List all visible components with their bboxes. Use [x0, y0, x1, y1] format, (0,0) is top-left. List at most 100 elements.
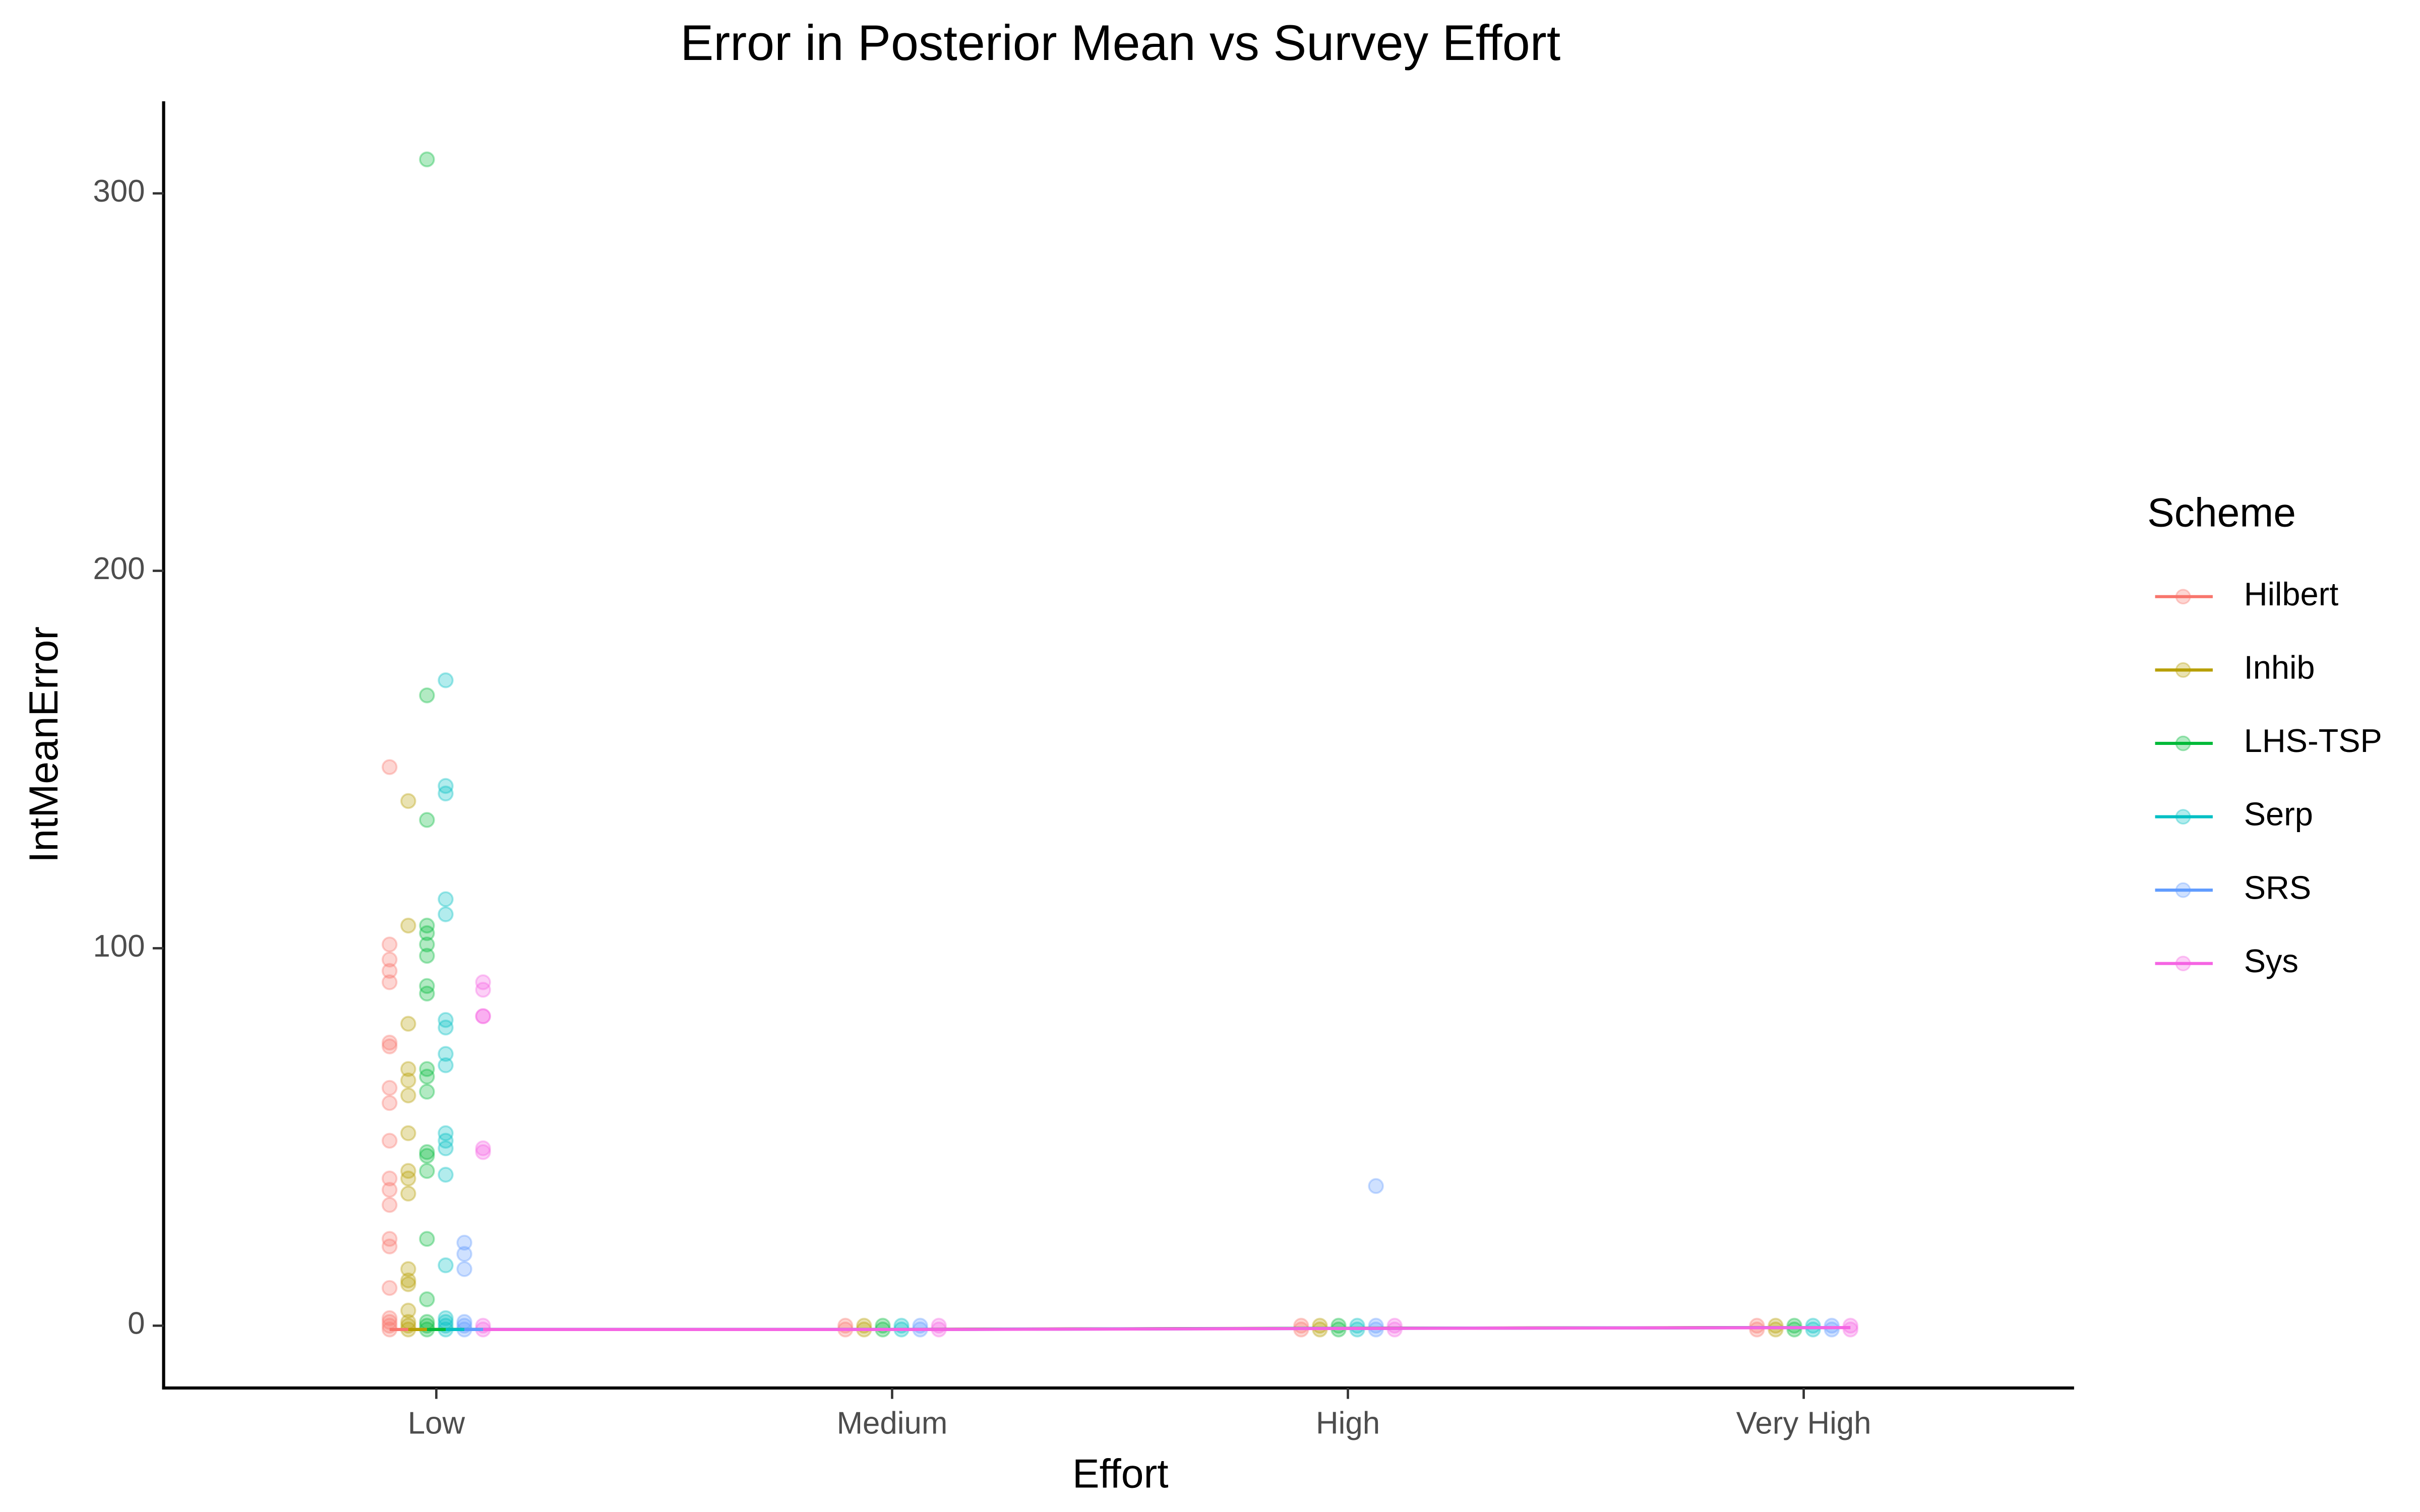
point	[438, 778, 454, 794]
point	[400, 1125, 416, 1142]
legend-label: LHS-TSP	[2244, 722, 2382, 759]
x-tick-label: Medium	[837, 1406, 948, 1440]
point	[381, 936, 398, 953]
point	[1786, 1321, 1802, 1338]
point	[438, 1310, 454, 1327]
point	[381, 1280, 398, 1296]
point	[419, 978, 435, 994]
point	[381, 963, 398, 979]
point	[419, 1231, 435, 1247]
x-axis-title: Effort	[1072, 1451, 1169, 1496]
point	[419, 1061, 435, 1077]
point	[400, 1185, 416, 1202]
point	[1842, 1321, 1859, 1338]
point	[400, 1302, 416, 1319]
point	[381, 974, 398, 990]
point	[400, 1170, 416, 1187]
legend-key-point	[2175, 956, 2191, 972]
point	[381, 1034, 398, 1051]
point	[381, 1231, 398, 1247]
point	[381, 1181, 398, 1198]
point	[400, 1016, 416, 1032]
point	[400, 1276, 416, 1292]
point	[419, 925, 435, 941]
point	[400, 1163, 416, 1179]
point	[400, 1272, 416, 1289]
point	[381, 1238, 398, 1254]
x-tick-label: High	[1316, 1406, 1380, 1440]
point	[400, 1087, 416, 1104]
point	[438, 672, 454, 688]
point	[400, 1072, 416, 1089]
point	[381, 1132, 398, 1149]
legend-label: Inhib	[2244, 649, 2315, 686]
point	[381, 1196, 398, 1213]
point	[438, 906, 454, 922]
point	[438, 891, 454, 907]
point	[438, 1257, 454, 1274]
point	[475, 974, 491, 990]
y-tick-label: 0	[128, 1306, 145, 1341]
point	[419, 1163, 435, 1179]
point	[475, 1008, 491, 1025]
legend-title: Scheme	[2147, 490, 2296, 535]
point	[475, 1140, 491, 1157]
point	[1805, 1321, 1821, 1338]
y-tick-label: 300	[93, 174, 145, 209]
point	[456, 1234, 472, 1251]
point	[438, 1019, 454, 1036]
point	[419, 917, 435, 934]
legend-label: Sys	[2244, 942, 2298, 979]
series-line	[483, 1326, 1851, 1331]
point	[419, 687, 435, 704]
point	[438, 1167, 454, 1183]
point	[381, 1095, 398, 1111]
point	[438, 1125, 454, 1142]
legend-key-point	[2175, 882, 2191, 898]
point	[419, 1144, 435, 1160]
point	[419, 1068, 435, 1085]
point	[419, 948, 435, 964]
point	[400, 917, 416, 934]
point	[381, 1310, 398, 1327]
x-tick-label: Low	[408, 1406, 465, 1440]
point	[456, 1246, 472, 1262]
legend-label: Hilbert	[2244, 576, 2339, 612]
point	[1824, 1321, 1840, 1338]
point	[438, 1140, 454, 1157]
point	[1749, 1321, 1765, 1338]
point	[475, 982, 491, 998]
point	[475, 1008, 491, 1025]
chart-title: Error in Posterior Mean vs Survey Effort	[680, 15, 1560, 71]
legend-key-point	[2175, 662, 2191, 678]
point	[419, 1084, 435, 1100]
point	[400, 793, 416, 809]
point	[381, 759, 398, 775]
x-tick-label: Very High	[1736, 1406, 1871, 1440]
point	[438, 1057, 454, 1074]
point	[400, 1261, 416, 1277]
point	[475, 1144, 491, 1160]
point	[438, 1132, 454, 1149]
y-tick-label: 100	[93, 929, 145, 964]
legend-label: SRS	[2244, 869, 2311, 906]
point	[1824, 1317, 1840, 1334]
y-tick-label: 200	[93, 551, 145, 586]
point	[381, 1038, 398, 1054]
point	[1768, 1321, 1784, 1338]
legend-key-point	[2175, 809, 2191, 825]
point	[419, 1148, 435, 1164]
point	[438, 785, 454, 802]
point	[438, 1012, 454, 1028]
point	[419, 936, 435, 953]
point	[381, 1170, 398, 1187]
y-axis-title: IntMeanError	[21, 626, 67, 863]
point	[1368, 1178, 1384, 1194]
point	[438, 1046, 454, 1062]
point	[419, 1291, 435, 1307]
legend-key-point	[2175, 735, 2191, 751]
point	[400, 1061, 416, 1077]
